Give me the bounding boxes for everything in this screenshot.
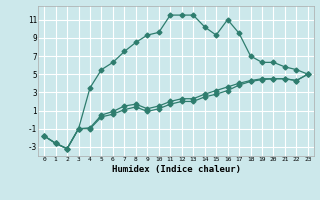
X-axis label: Humidex (Indice chaleur): Humidex (Indice chaleur) <box>111 165 241 174</box>
